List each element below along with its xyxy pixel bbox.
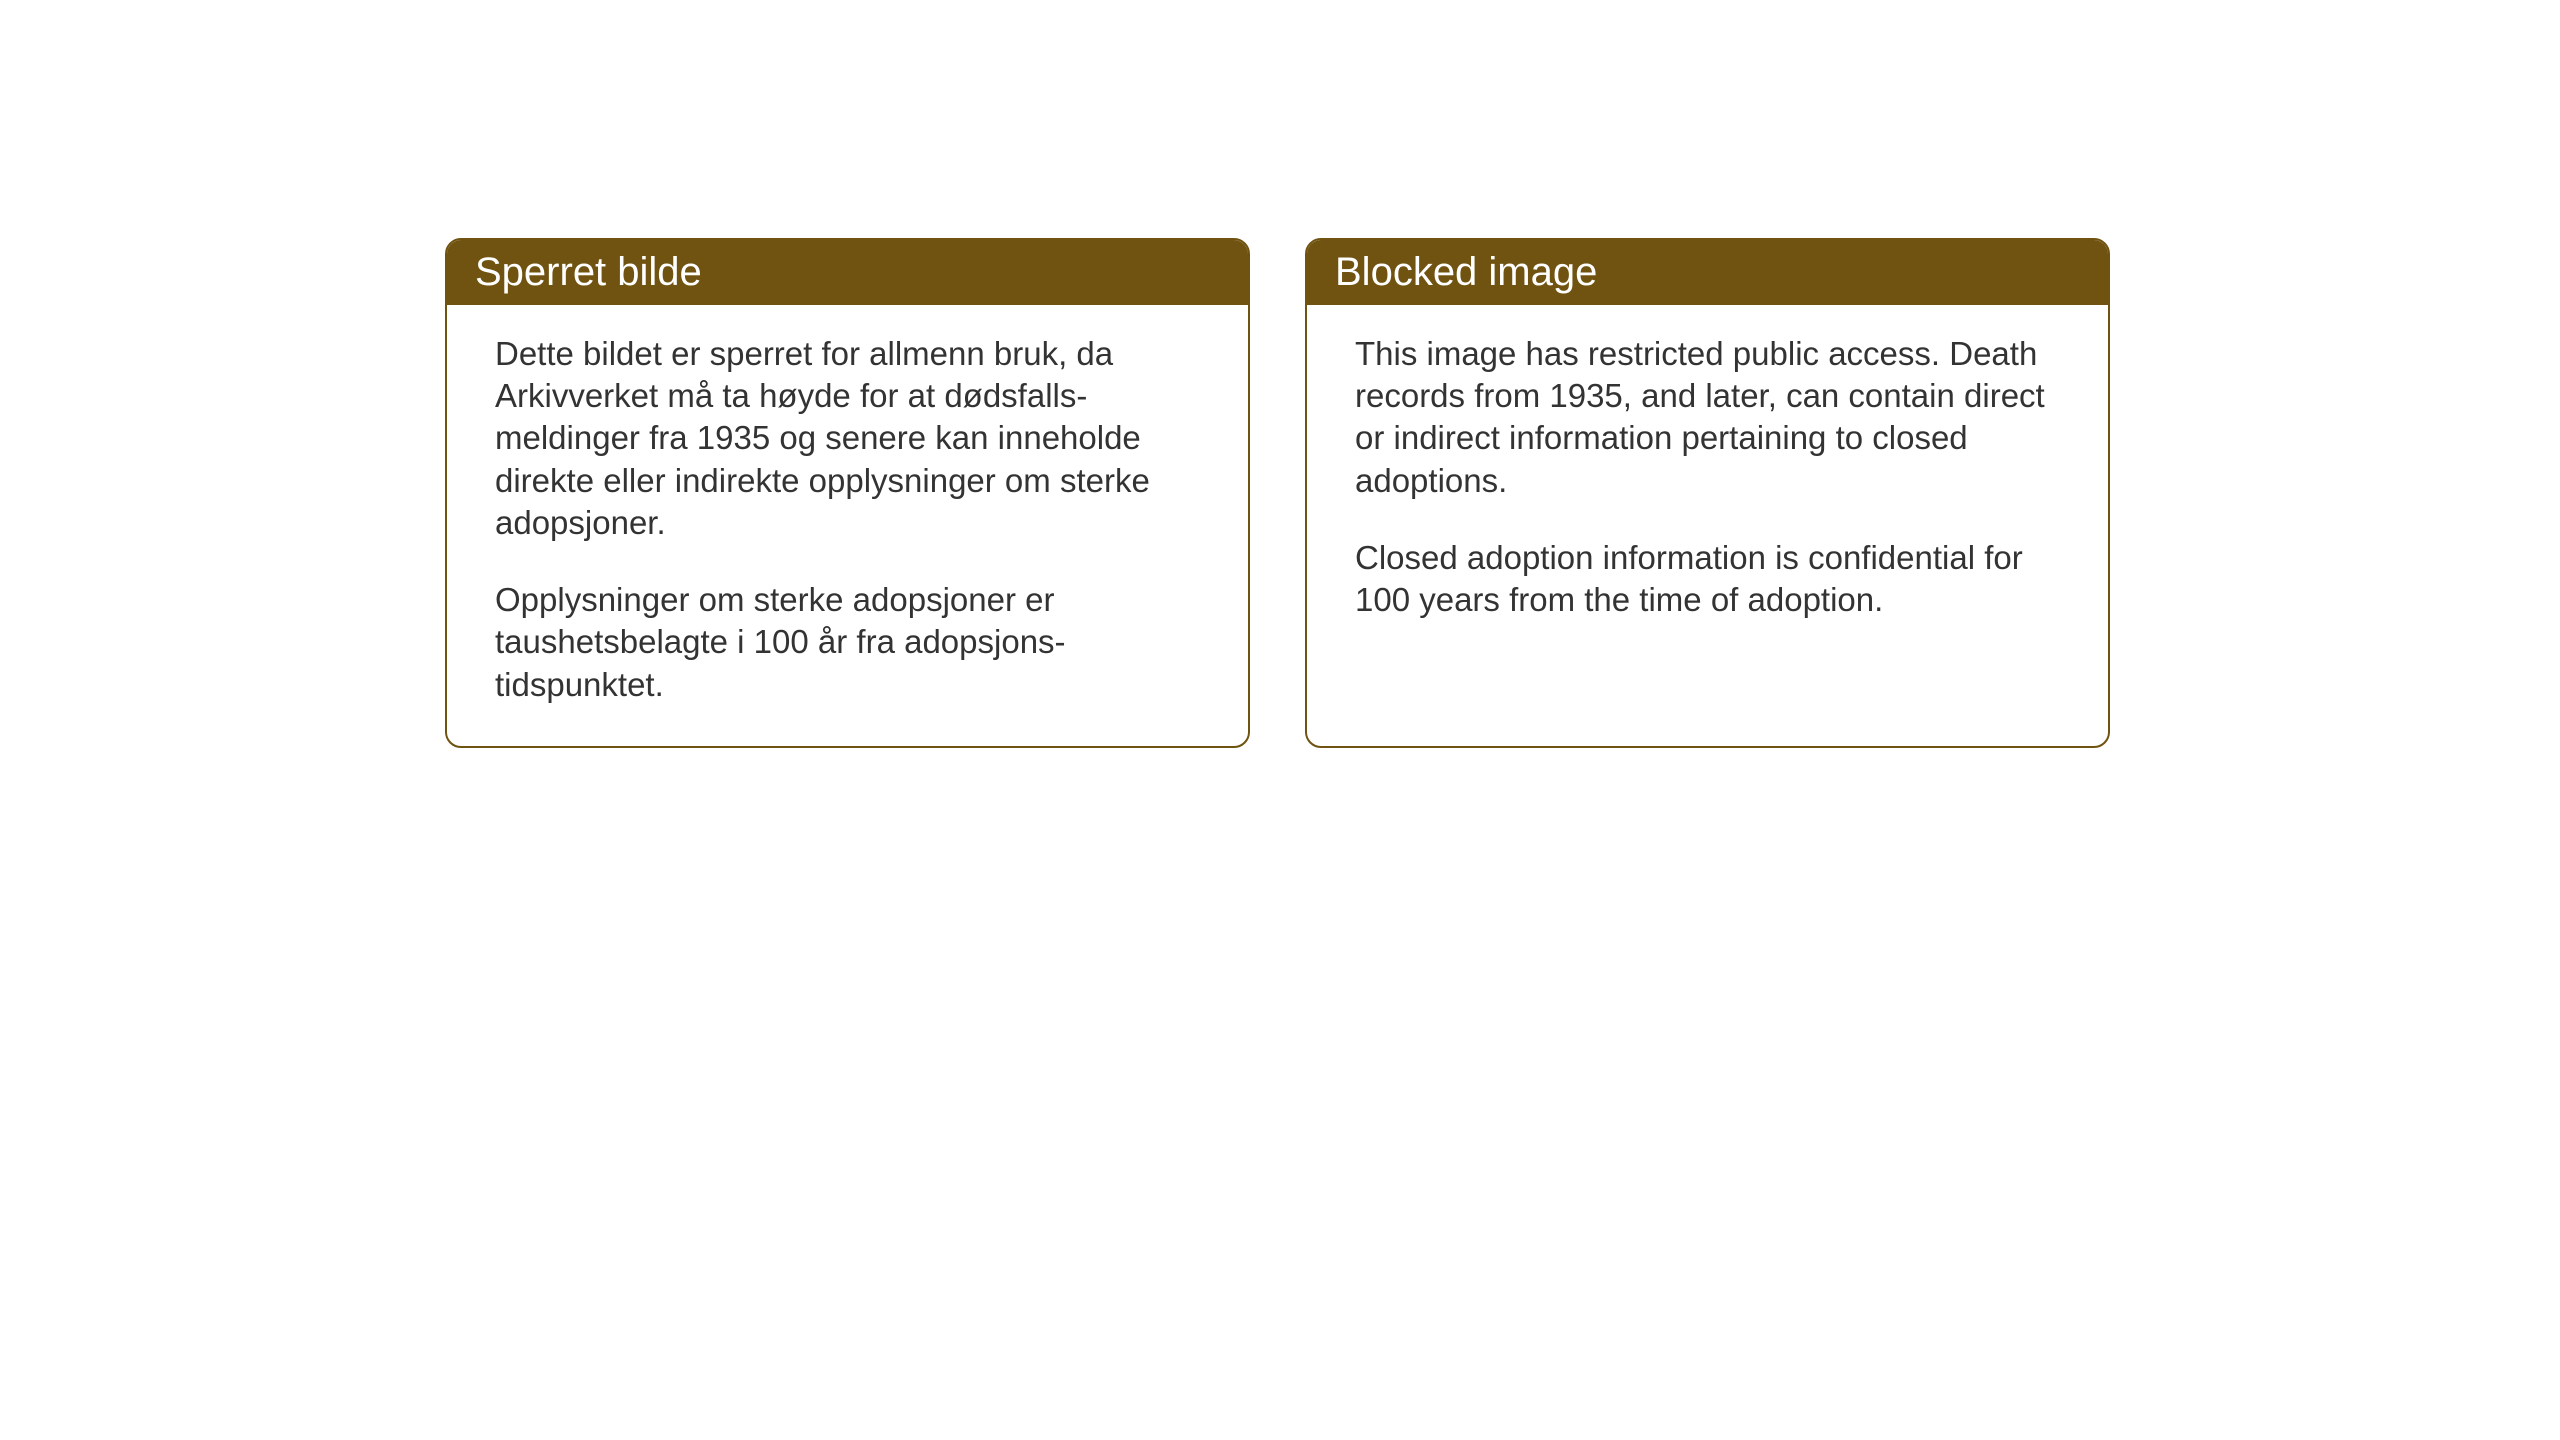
- card-paragraph-1-norwegian: Dette bildet er sperret for allmenn bruk…: [495, 333, 1200, 544]
- cards-container: Sperret bilde Dette bildet er sperret fo…: [445, 238, 2110, 748]
- card-norwegian: Sperret bilde Dette bildet er sperret fo…: [445, 238, 1250, 748]
- card-title-english: Blocked image: [1335, 250, 1597, 294]
- card-body-norwegian: Dette bildet er sperret for allmenn bruk…: [447, 305, 1248, 746]
- card-header-english: Blocked image: [1307, 240, 2108, 305]
- card-paragraph-1-english: This image has restricted public access.…: [1355, 333, 2060, 502]
- card-paragraph-2-english: Closed adoption information is confident…: [1355, 537, 2060, 621]
- card-title-norwegian: Sperret bilde: [475, 250, 702, 294]
- card-body-english: This image has restricted public access.…: [1307, 305, 2108, 715]
- card-paragraph-2-norwegian: Opplysninger om sterke adopsjoner er tau…: [495, 579, 1200, 706]
- card-english: Blocked image This image has restricted …: [1305, 238, 2110, 748]
- card-header-norwegian: Sperret bilde: [447, 240, 1248, 305]
